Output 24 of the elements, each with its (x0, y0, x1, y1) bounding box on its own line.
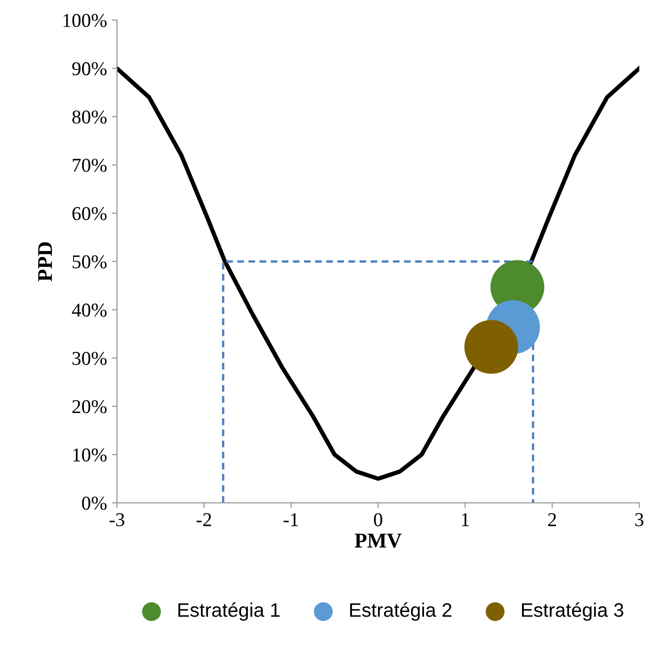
y-tick-label: 50% (72, 255, 107, 268)
y-tick-label: 100% (64, 14, 107, 28)
legend-label: Estratégia 2 (350, 602, 452, 621)
y-tick-label: 30% (72, 352, 107, 366)
x-tick-label: -1 (284, 513, 298, 526)
legend-label: Estratégia 1 (178, 602, 280, 621)
y-tick-label: 20% (72, 400, 107, 414)
y-tick-label: 90% (72, 62, 107, 76)
y-tick-label: 10% (73, 448, 107, 462)
x-tick-label: -3 (110, 513, 124, 526)
y-tick-label: 60% (72, 207, 107, 220)
x-axis-title: PMV (354, 534, 402, 548)
x-tick-label: -2 (196, 513, 212, 526)
x-tick-label: 2 (548, 513, 556, 526)
y-tick-label: 70% (72, 158, 107, 172)
y-axis-title: PPD (38, 242, 52, 282)
y-tick-label: 80% (72, 110, 107, 124)
y-tick-label: 40% (72, 304, 107, 317)
x-tick-label: 3 (635, 513, 644, 526)
x-tick-label: 1 (462, 513, 469, 526)
y-tick-label: 0% (82, 496, 107, 510)
x-tick-label: 0 (374, 513, 382, 526)
legend-label: Estratégia 3 (522, 602, 624, 621)
point (464, 320, 518, 374)
